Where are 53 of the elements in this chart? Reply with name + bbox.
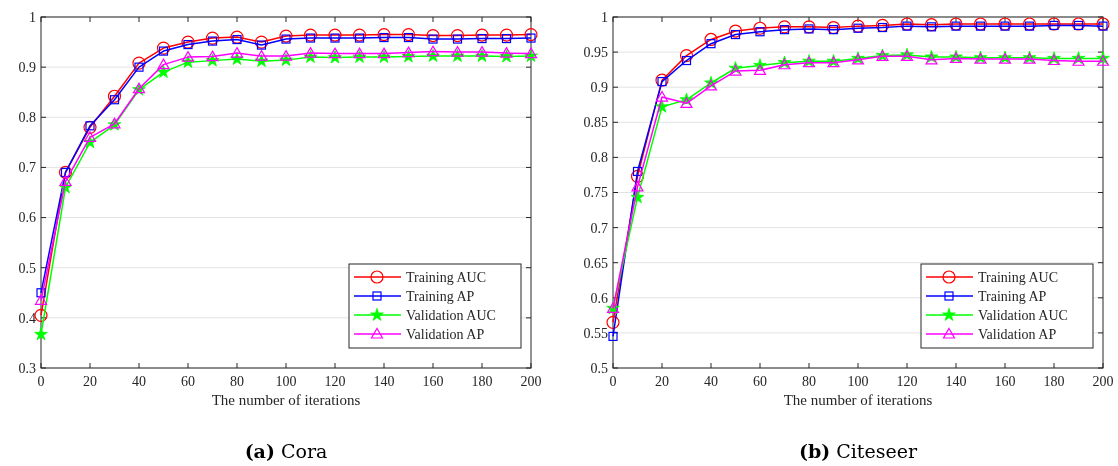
x-tick-label: 40 <box>132 374 146 389</box>
y-tick-label: 0.55 <box>583 325 608 341</box>
legend-label: Training AUC <box>406 269 487 285</box>
y-tick-label: 0.5 <box>590 360 608 376</box>
y-tick-label: 0.7 <box>18 160 36 176</box>
legend-label: Validation AUC <box>978 307 1068 323</box>
legend-label: Validation AP <box>978 326 1057 342</box>
x-tick-label: 120 <box>324 374 346 389</box>
x-tick-label: 80 <box>230 374 244 389</box>
x-tick-label: 60 <box>181 374 195 389</box>
y-tick-label: 0.9 <box>18 60 36 76</box>
y-tick-label: 0.6 <box>590 290 608 306</box>
x-tick-label: 180 <box>471 374 493 389</box>
y-tick-label: 0.9 <box>590 80 608 96</box>
x-tick-label: 0 <box>37 374 45 389</box>
x-tick-label: 140 <box>373 374 395 389</box>
x-tick-label: 160 <box>994 374 1016 389</box>
x-tick-label: 20 <box>655 374 669 389</box>
y-tick-label: 1 <box>29 9 36 25</box>
x-tick-label: 160 <box>422 374 444 389</box>
y-tick-label: 0.6 <box>18 210 36 226</box>
x-tick-label: 40 <box>704 374 718 389</box>
x-tick-label: 120 <box>896 374 918 389</box>
y-tick-label: 0.75 <box>583 185 608 201</box>
x-tick-label: 100 <box>847 374 869 389</box>
y-tick-label: 0.65 <box>583 255 608 271</box>
x-axis-title: The number of iterations <box>783 392 933 408</box>
legend-label: Training AP <box>406 288 475 304</box>
text: (a) Cora <box>244 440 328 462</box>
y-tick-label: 0.8 <box>18 110 36 126</box>
x-tick-label: 140 <box>945 374 967 389</box>
legend-label: Validation AP <box>406 326 485 342</box>
x-tick-label: 180 <box>1043 374 1065 389</box>
x-axis-title: The number of iterations <box>211 392 361 408</box>
legend-label: Training AP <box>978 288 1047 304</box>
x-tick-label: 200 <box>1092 374 1114 389</box>
x-tick-label: 100 <box>275 374 297 389</box>
y-tick-label: 1 <box>601 9 608 25</box>
x-tick-label: 200 <box>520 374 542 389</box>
x-tick-label: 0 <box>609 374 617 389</box>
y-tick-label: 0.3 <box>18 360 36 376</box>
y-tick-label: 0.5 <box>18 260 36 276</box>
legend-label: Training AUC <box>978 269 1059 285</box>
x-tick-label: 20 <box>83 374 97 389</box>
y-tick-label: 0.95 <box>583 45 608 60</box>
text: (b) Citeseer <box>798 440 918 462</box>
x-tick-label: 60 <box>753 374 767 389</box>
x-tick-label: 80 <box>802 374 816 389</box>
y-tick-label: 0.85 <box>583 115 608 131</box>
legend-label: Validation AUC <box>406 307 496 323</box>
y-tick-label: 0.7 <box>590 220 608 236</box>
y-tick-label: 0.4 <box>18 310 36 326</box>
y-tick-label: 0.8 <box>590 150 608 166</box>
